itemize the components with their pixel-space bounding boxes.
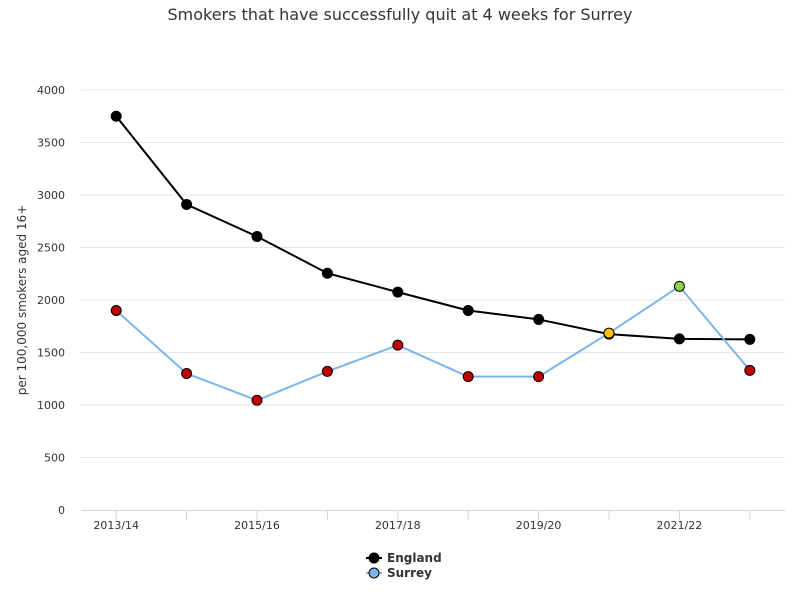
- legend-marker-england: [368, 552, 380, 564]
- x-tick-label: 2021/22: [657, 519, 703, 532]
- data-point-england: [673, 333, 685, 345]
- data-point-england: [462, 305, 474, 316]
- y-tick-label: 500: [44, 452, 65, 465]
- data-point-surrey: [673, 280, 685, 292]
- legend-marker-surrey: [368, 567, 380, 579]
- data-point-surrey: [251, 394, 263, 406]
- data-point-surrey: [603, 327, 615, 339]
- series-line-surrey: [115, 285, 751, 402]
- data-point-england: [181, 198, 193, 210]
- data-point-england: [110, 110, 122, 122]
- data-point-england: [251, 230, 263, 242]
- y-tick-label: 0: [58, 504, 65, 517]
- y-tick-label: 3000: [37, 189, 65, 202]
- data-point-surrey: [392, 339, 404, 351]
- data-point-england: [744, 333, 756, 345]
- y-axis-ticks: 0 500 1000 1500 2000 2500 3000 3500 4000: [37, 84, 65, 517]
- x-tick-label: 2019/20: [516, 519, 562, 532]
- y-tick-label: 1500: [37, 347, 65, 360]
- y-tick-label: 2000: [37, 294, 65, 307]
- chart-title: Smokers that have successfully quit at 4…: [167, 5, 632, 24]
- y-tick-label: 2500: [37, 242, 65, 255]
- series-points: [110, 110, 756, 406]
- data-point-england: [533, 313, 545, 325]
- data-point-england: [392, 286, 404, 298]
- x-tick-label: 2015/16: [234, 519, 280, 532]
- y-gridlines: [81, 89, 785, 458]
- data-point-surrey: [462, 371, 474, 383]
- data-point-surrey: [110, 305, 122, 316]
- x-tick-label: 2013/14: [93, 519, 139, 532]
- data-point-surrey: [321, 365, 333, 377]
- data-point-surrey: [181, 368, 193, 379]
- data-point-england: [321, 267, 333, 279]
- legend-label-surrey: Surrey: [387, 566, 432, 580]
- x-tick-label: 2017/18: [375, 519, 421, 532]
- series-line-england: [115, 115, 750, 341]
- legend-label-england: England: [387, 551, 442, 565]
- data-point-surrey: [744, 364, 756, 376]
- y-tick-label: 3500: [37, 137, 65, 150]
- data-point-surrey: [533, 371, 545, 383]
- y-axis-label: per 100,000 smokers aged 16+: [15, 205, 29, 395]
- x-axis-ticks: 2013/14 2015/16 2017/18 2019/20 2021/22: [93, 510, 751, 532]
- series-lines: [115, 115, 751, 402]
- y-tick-label: 4000: [37, 84, 65, 97]
- y-tick-label: 1000: [37, 399, 65, 412]
